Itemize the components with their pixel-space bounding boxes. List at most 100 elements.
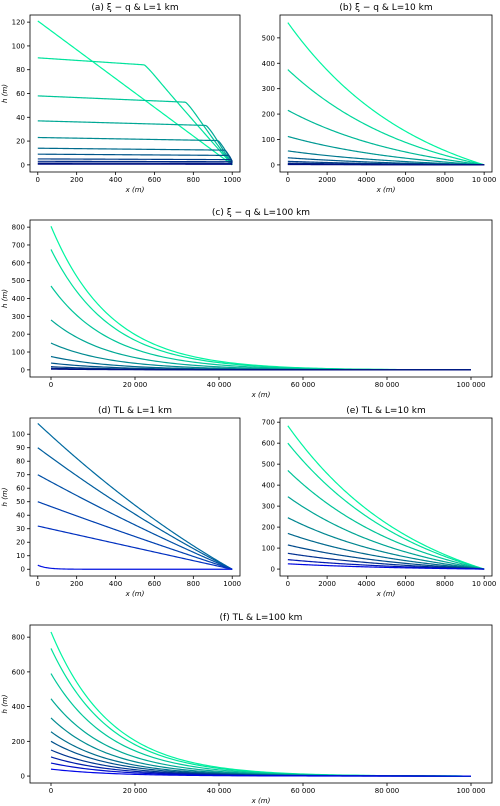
y-tick-label: 400 [262, 482, 275, 490]
series-line [37, 422, 233, 570]
series-line [37, 158, 233, 163]
y-tick-label: 700 [12, 241, 25, 249]
y-tick-label: 80 [16, 458, 25, 466]
x-tick-label: 0 [49, 787, 53, 795]
x-tick-label: 800 [187, 580, 200, 588]
x-tick-label: 2000 [318, 580, 336, 588]
x-tick-label: 4000 [357, 176, 375, 184]
y-tick-label: 500 [262, 34, 275, 42]
x-tick-label: 0 [36, 176, 40, 184]
y-tick-label: 120 [12, 19, 25, 27]
y-tick-label: 100 [12, 42, 25, 50]
series-line [37, 57, 233, 166]
x-tick-label: 200 [70, 580, 83, 588]
series-group [287, 425, 485, 570]
x-tick-label: 40 000 [207, 381, 232, 389]
y-tick-label: 0 [21, 366, 25, 374]
plot-frame [29, 219, 493, 378]
series-line [50, 631, 471, 777]
series-line [50, 768, 471, 777]
series-group [37, 422, 233, 570]
series-line [50, 740, 471, 777]
panel-a: (a) ξ − q & L=1 km 0 200 400 600 800 1000 0 20 40… [1, 3, 241, 194]
series-line [37, 160, 233, 164]
y-axis-label: h (m) [1, 84, 9, 103]
chart-title: (e) TL & L=10 km [346, 406, 426, 416]
x-tick-label: 0 [286, 176, 290, 184]
series-line [37, 162, 233, 165]
series-line [287, 22, 485, 166]
series-line [50, 648, 471, 777]
y-tick-label: 50 [16, 498, 25, 506]
series-line [287, 425, 485, 570]
panel-e: (e) TL & L=10 km 0 2000 4000 6000 8000 10 000 0… [262, 406, 497, 598]
series-line [287, 69, 485, 166]
series-line [37, 564, 233, 570]
series-line [287, 532, 485, 570]
x-tick-label: 8000 [436, 176, 454, 184]
y-tick-label: 60 [16, 90, 25, 98]
series-group [50, 226, 471, 371]
y-tick-label: 300 [262, 503, 275, 511]
plot-frame [29, 417, 241, 577]
y-tick-label: 0 [271, 566, 275, 574]
series-line [37, 474, 233, 570]
series-line [37, 153, 233, 162]
series-line [37, 501, 233, 570]
y-tick-label: 600 [262, 440, 275, 448]
x-tick-label: 60 000 [291, 787, 316, 795]
x-tick-label: 80 000 [375, 381, 400, 389]
series-line [37, 147, 233, 162]
y-axis-label: h (m) [1, 487, 9, 506]
y-tick-label: 600 [12, 259, 25, 267]
chart-title: (f) TL & L=100 km [220, 613, 303, 623]
y-tick-label: 100 [262, 545, 275, 553]
y-tick-label: 500 [262, 461, 275, 469]
x-tick-label: 40 000 [207, 787, 232, 795]
series-line [287, 563, 485, 570]
series-line [287, 517, 485, 570]
y-tick-label: 400 [12, 295, 25, 303]
y-tick-label: 80 [16, 66, 25, 74]
y-tick-label: 500 [12, 277, 25, 285]
chart-title: (d) TL & L=1 km [98, 406, 172, 416]
series-line [50, 368, 471, 371]
x-tick-label: 0 [286, 580, 290, 588]
panel-b: (b) ξ − q & L=10 km0 2000 4000 6000 8000 10 0… [262, 3, 497, 194]
series-line [37, 20, 233, 166]
series-line [37, 447, 233, 570]
y-tick-label: 0 [21, 161, 25, 169]
y-tick-label: 0 [21, 773, 25, 781]
y-tick-label: 800 [12, 224, 25, 232]
y-axis-label: h (m) [1, 289, 9, 308]
y-tick-label: 400 [262, 60, 275, 68]
y-tick-label: 100 [12, 349, 25, 357]
y-tick-label: 20 [16, 539, 25, 547]
y-tick-label: 100 [12, 431, 25, 439]
panel-f: (f) TL & L=100 km 0 20 000 40 000 60 000 80 0… [1, 613, 493, 805]
y-tick-label: 200 [262, 111, 275, 119]
y-tick-label: 200 [12, 738, 25, 746]
x-tick-label: 20 000 [123, 381, 148, 389]
x-tick-label: 800 [187, 176, 200, 184]
series-line [287, 442, 485, 570]
plot-frame [279, 417, 493, 577]
series-line [287, 470, 485, 570]
x-tick-label: 6000 [397, 176, 415, 184]
x-tick-label: 2000 [318, 176, 336, 184]
series-line [50, 226, 471, 371]
y-tick-label: 200 [12, 331, 25, 339]
x-axis-label: x (m) [251, 797, 271, 805]
plot-frame [29, 624, 493, 784]
x-tick-label: 4000 [357, 580, 375, 588]
x-tick-label: 0 [36, 580, 40, 588]
x-tick-label: 1000 [223, 580, 241, 588]
series-group [287, 22, 485, 166]
x-tick-label: 20 000 [123, 787, 148, 795]
y-tick-label: 0 [271, 161, 275, 169]
y-tick-label: 800 [12, 634, 25, 642]
series-group [50, 631, 471, 777]
x-tick-label: 60 000 [291, 381, 316, 389]
x-tick-label: 100 000 [457, 787, 486, 795]
